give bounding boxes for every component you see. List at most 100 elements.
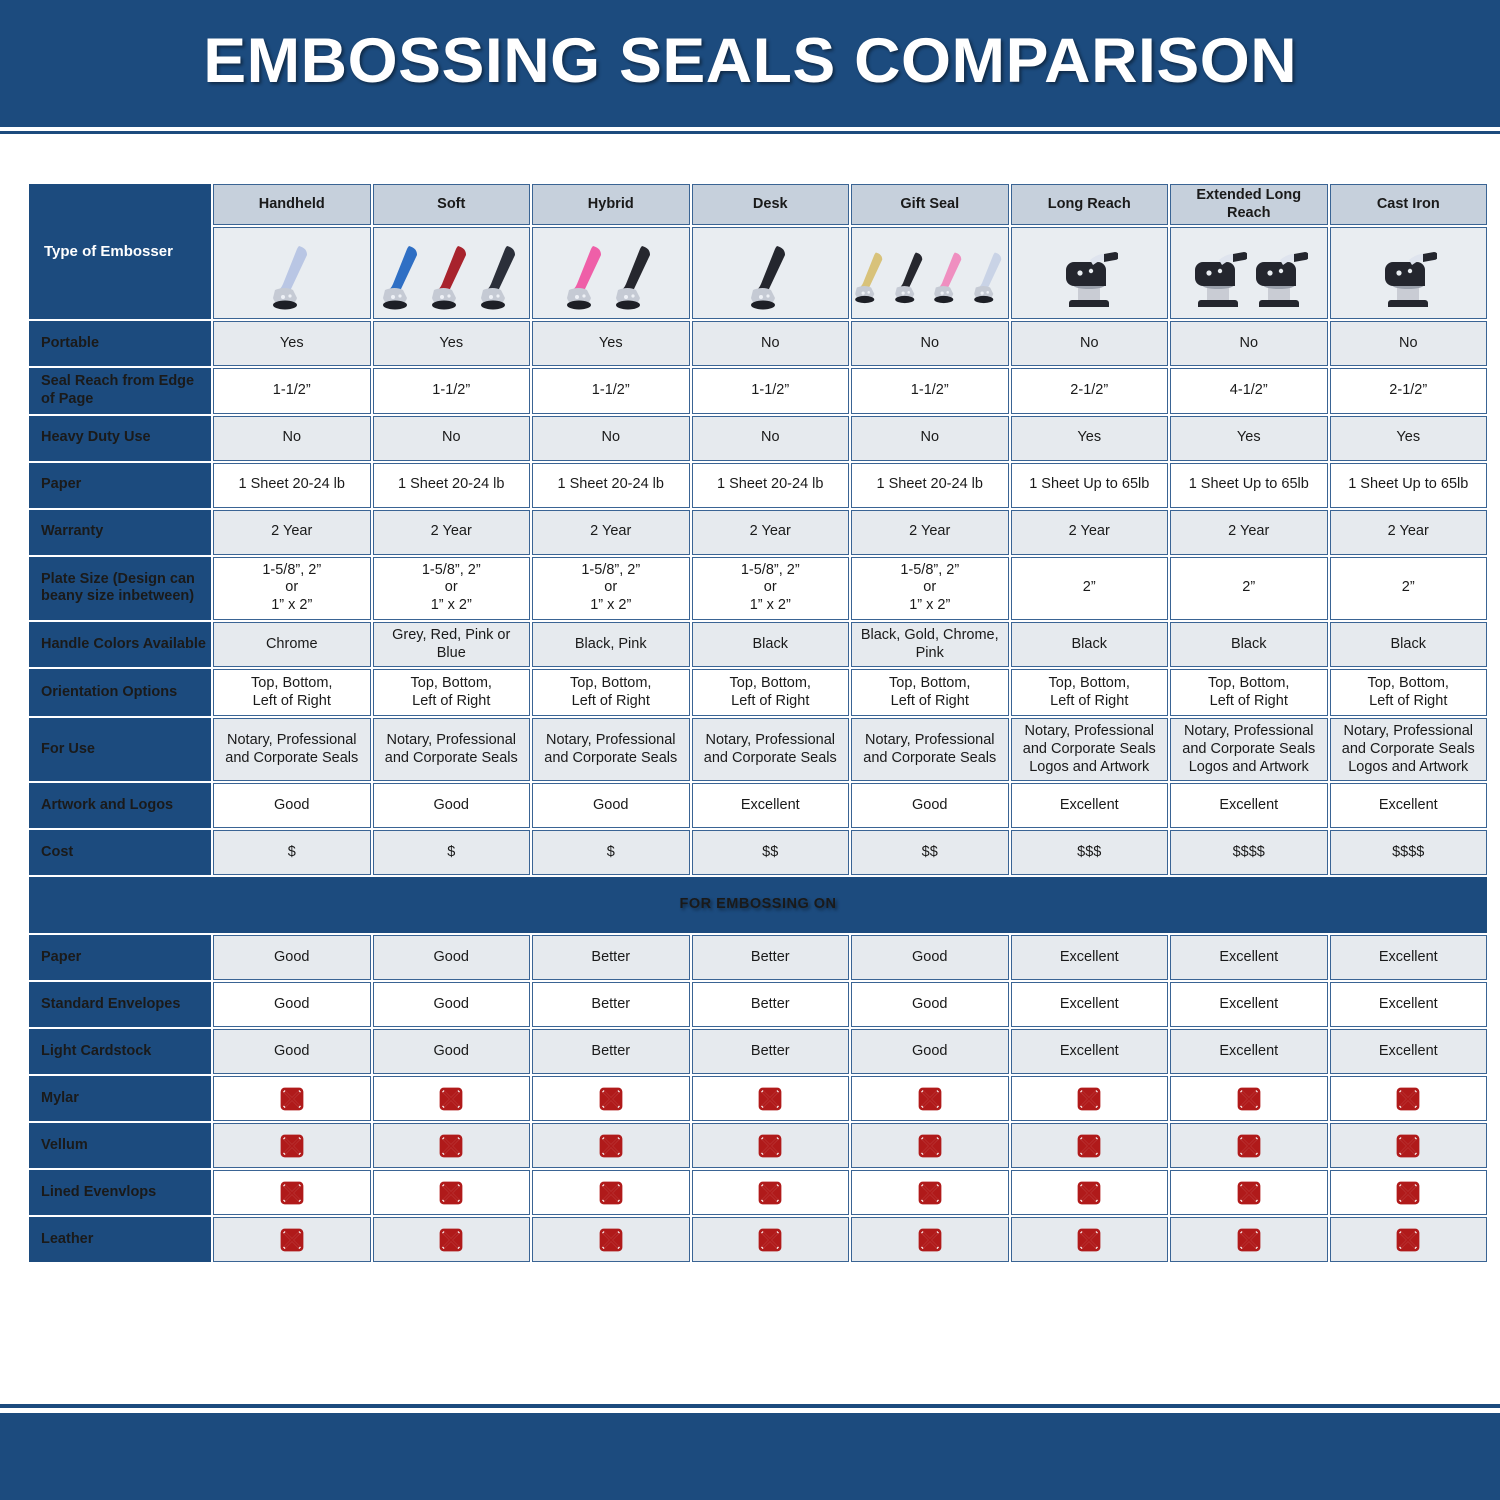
column-header-cast-iron[interactable]: Cast Iron	[1329, 184, 1487, 226]
cell-spec-1-0: 1-1/2”	[213, 368, 371, 414]
column-header-hybrid[interactable]: Hybrid	[532, 184, 690, 226]
column-header-extended-long-reach[interactable]: Extended Long Reach	[1170, 184, 1328, 226]
cell-spec-2-6: Yes	[1170, 415, 1328, 461]
cell-spec-4-6: 2 Year	[1170, 509, 1328, 555]
row-label-leather: Leather	[29, 1217, 211, 1263]
cell-emb-5-5	[1010, 1170, 1168, 1216]
cell-spec-6-3: Black	[691, 621, 849, 668]
embosser-extended-long-reach-icon	[1195, 252, 1248, 308]
cell-spec-8-3: Notary, Professional and Corporate Seals	[691, 718, 849, 782]
cell-spec-7-3: Top, Bottom, Left of Right	[691, 669, 849, 717]
embosser-extended-long-reach-icon	[1256, 252, 1309, 308]
cell-spec-6-2: Black, Pink	[532, 621, 690, 668]
column-header-soft[interactable]: Soft	[372, 184, 530, 226]
page-title: EMBOSSING SEALS COMPARISON	[203, 26, 1297, 96]
cell-spec-7-2: Top, Bottom, Left of Right	[532, 669, 690, 717]
table-row: Light Cardstock Good Good Better Better Good E…	[29, 1029, 1487, 1075]
cell-spec-4-3: 2 Year	[691, 509, 849, 555]
x-mark-icon	[1077, 1228, 1101, 1252]
row-label-artwork-and-logos: Artwork and Logos	[29, 783, 211, 829]
cell-emb-4-3	[691, 1123, 849, 1169]
cell-emb-1-5: Excellent	[1010, 982, 1168, 1028]
row-label-warranty: Warranty	[29, 509, 211, 555]
cell-spec-2-7: Yes	[1329, 415, 1487, 461]
cell-emb-5-7	[1329, 1170, 1487, 1216]
cell-spec-7-5: Top, Bottom, Left of Right	[1010, 669, 1168, 717]
x-mark-icon	[599, 1228, 623, 1252]
cell-spec-8-1: Notary, Professional and Corporate Seals	[372, 718, 530, 782]
cell-spec-5-1: 1-5/8”, 2” or 1” x 2”	[372, 556, 530, 620]
column-header-gift-seal[interactable]: Gift Seal	[851, 184, 1009, 226]
table-row: Orientation Options Top, Bottom, Left of R…	[29, 669, 1487, 717]
x-mark-icon	[758, 1228, 782, 1252]
embosser-image-cell-hybrid	[532, 227, 690, 320]
cell-spec-4-4: 2 Year	[851, 509, 1009, 555]
table-row: Paper 1 Sheet 20-24 lb 1 Sheet 20-24 lb 1 S…	[29, 462, 1487, 508]
cell-emb-0-2: Better	[532, 935, 690, 981]
embosser-image-cell-cast-iron	[1329, 227, 1487, 320]
cell-spec-0-2: Yes	[532, 321, 690, 367]
cell-spec-2-5: Yes	[1010, 415, 1168, 461]
footer-rule-bottom	[0, 1413, 1500, 1417]
row-label-for-use: For Use	[29, 718, 211, 782]
cell-spec-10-0: $	[213, 830, 371, 876]
page-header-banner: EMBOSSING SEALS COMPARISON	[0, 0, 1500, 122]
cell-emb-4-1	[372, 1123, 530, 1169]
cell-spec-8-6: Notary, Professional and Corporate Seals L…	[1170, 718, 1328, 782]
embosser-image-cell-gift-seal	[851, 227, 1009, 320]
x-mark-icon	[1237, 1087, 1261, 1111]
x-mark-icon	[918, 1087, 942, 1111]
x-mark-icon	[758, 1087, 782, 1111]
section-banner-for-embossing-on: FOR EMBOSSING ON	[29, 877, 1487, 934]
cell-spec-0-5: No	[1010, 321, 1168, 367]
cell-emb-3-0	[213, 1076, 371, 1122]
cell-spec-0-7: No	[1329, 321, 1487, 367]
cell-spec-2-2: No	[532, 415, 690, 461]
row-label-handle-colors-available: Handle Colors Available	[29, 621, 211, 668]
cell-emb-6-0	[213, 1217, 371, 1263]
cell-spec-7-1: Top, Bottom, Left of Right	[372, 669, 530, 717]
cell-emb-5-4	[851, 1170, 1009, 1216]
embosser-desk-icon	[751, 246, 786, 310]
cell-spec-1-3: 1-1/2”	[691, 368, 849, 414]
cell-emb-3-2	[532, 1076, 690, 1122]
cell-emb-5-2	[532, 1170, 690, 1216]
cell-spec-4-7: 2 Year	[1329, 509, 1487, 555]
cell-spec-4-5: 2 Year	[1010, 509, 1168, 555]
cell-emb-2-2: Better	[532, 1029, 690, 1075]
footer-band	[0, 1417, 1500, 1500]
cell-spec-8-4: Notary, Professional and Corporate Seals	[851, 718, 1009, 782]
cell-emb-3-5	[1010, 1076, 1168, 1122]
column-header-desk[interactable]: Desk	[691, 184, 849, 226]
x-mark-icon	[758, 1181, 782, 1205]
cell-spec-7-7: Top, Bottom, Left of Right	[1329, 669, 1487, 717]
x-mark-icon	[1237, 1134, 1261, 1158]
section-banner-row: FOR EMBOSSING ON	[29, 877, 1487, 934]
cell-emb-1-0: Good	[213, 982, 371, 1028]
cell-spec-9-2: Good	[532, 783, 690, 829]
cell-emb-0-4: Good	[851, 935, 1009, 981]
x-mark-icon	[758, 1134, 782, 1158]
table-row: Mylar	[29, 1076, 1487, 1122]
cell-spec-4-1: 2 Year	[372, 509, 530, 555]
embosser-soft-icon	[432, 246, 467, 310]
cell-emb-4-0	[213, 1123, 371, 1169]
cell-spec-9-0: Good	[213, 783, 371, 829]
column-header-handheld[interactable]: Handheld	[213, 184, 371, 226]
x-mark-icon	[439, 1134, 463, 1158]
cell-spec-6-0: Chrome	[213, 621, 371, 668]
table-row: Artwork and Logos Good Good Good Excellent Go…	[29, 783, 1487, 829]
table-header-row: Type of Embosser Handheld Soft Hybrid Desk Gi…	[29, 184, 1487, 320]
row-label-mylar: Mylar	[29, 1076, 211, 1122]
cell-emb-4-5	[1010, 1123, 1168, 1169]
embosser-soft-icon	[383, 246, 418, 310]
column-header-long-reach[interactable]: Long Reach	[1010, 184, 1168, 226]
cell-emb-6-1	[372, 1217, 530, 1263]
cell-spec-0-3: No	[691, 321, 849, 367]
cell-spec-2-1: No	[372, 415, 530, 461]
cell-spec-2-3: No	[691, 415, 849, 461]
cell-emb-2-3: Better	[691, 1029, 849, 1075]
cell-spec-0-6: No	[1170, 321, 1328, 367]
row-label-plate-size-design-can-beany-size-inbetween: Plate Size (Design can beany size inbetw…	[29, 556, 211, 620]
cell-spec-2-0: No	[213, 415, 371, 461]
